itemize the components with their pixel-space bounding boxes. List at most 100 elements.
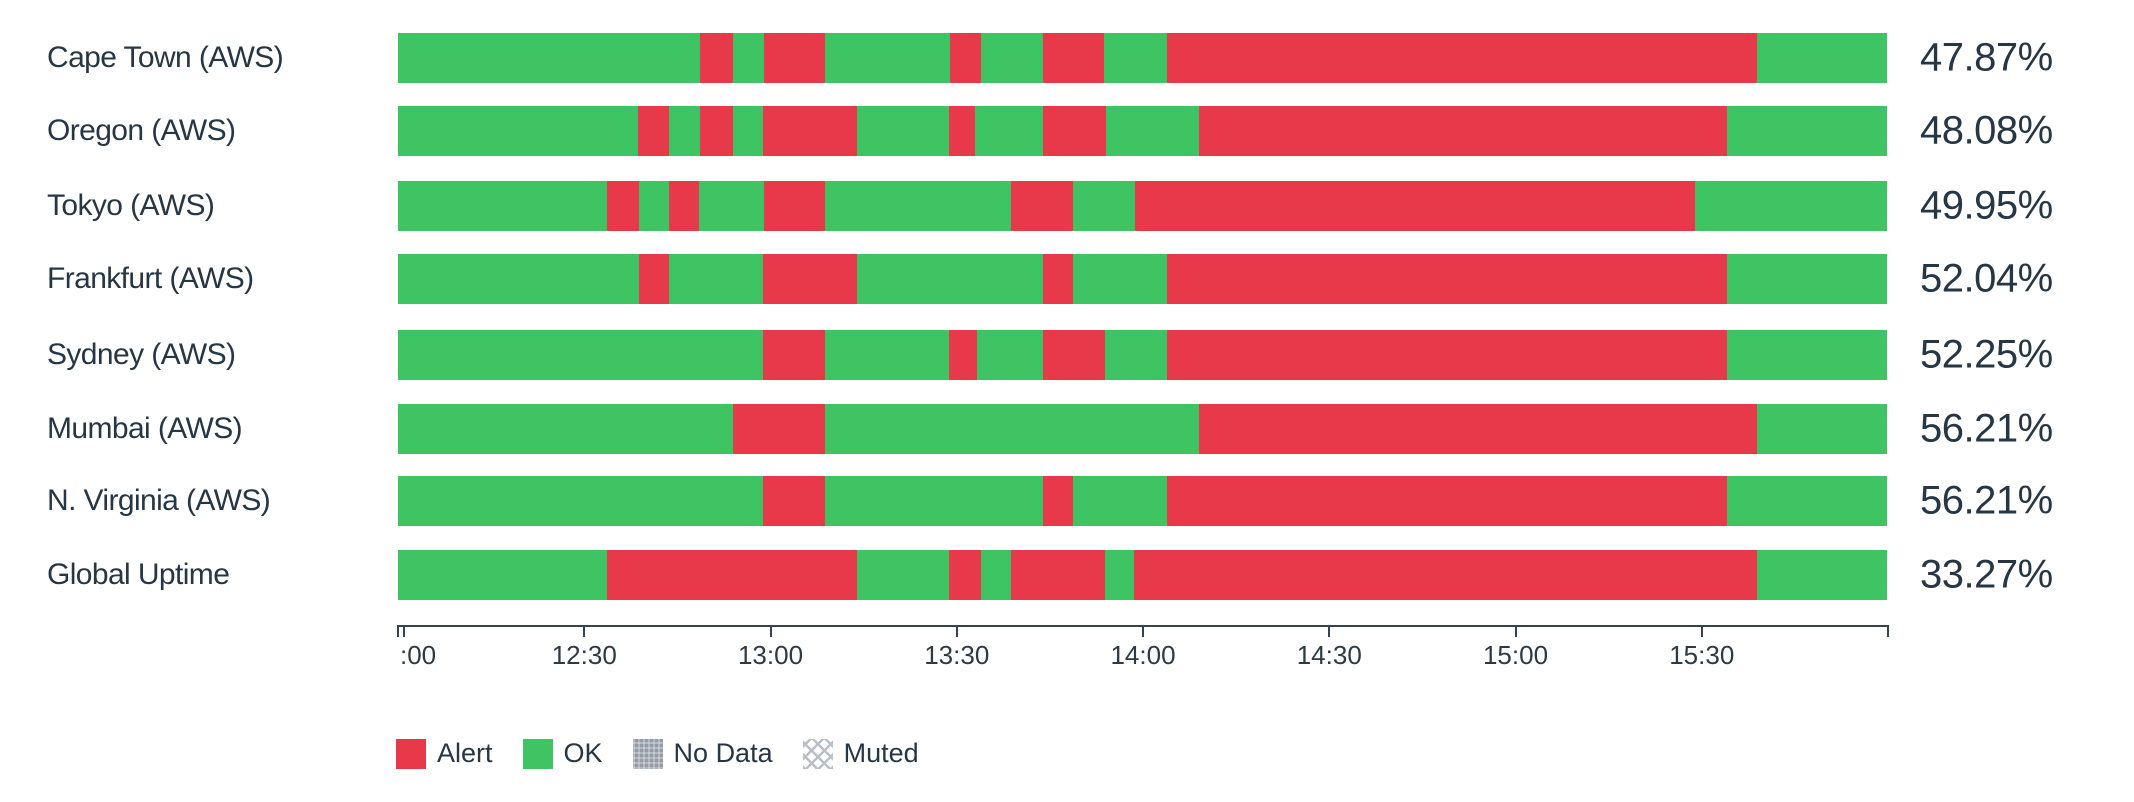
segment-ok bbox=[398, 330, 763, 380]
legend-swatch-muted bbox=[802, 738, 833, 769]
segment-alert bbox=[1010, 181, 1073, 231]
axis-tick bbox=[1514, 625, 1517, 637]
axis-tick-label: :00 bbox=[400, 640, 437, 670]
segment-alert bbox=[607, 181, 640, 231]
legend-swatch-alert bbox=[396, 738, 426, 769]
axis-tick-label: 12:30 bbox=[551, 640, 617, 670]
legend-item-alert[interactable]: Alert bbox=[396, 738, 493, 769]
segment-ok bbox=[668, 254, 763, 304]
segment-alert bbox=[948, 330, 977, 380]
segment-alert bbox=[668, 181, 699, 231]
row-label: Sydney (AWS) bbox=[47, 338, 236, 371]
row-label: Tokyo (AWS) bbox=[47, 189, 215, 222]
axis-tick-label: 14:00 bbox=[1110, 640, 1176, 670]
segment-alert bbox=[763, 33, 826, 83]
segment-ok bbox=[1726, 254, 1887, 304]
segment-alert bbox=[1042, 106, 1106, 156]
uptime-value: 56.21% bbox=[1920, 478, 2053, 523]
segment-alert bbox=[1166, 254, 1727, 304]
legend-item-no_data[interactable]: No Data bbox=[632, 738, 773, 769]
segment-ok bbox=[1072, 476, 1167, 526]
status-bar[interactable] bbox=[398, 330, 1887, 380]
chart-row: Cape Town (AWS) 47.87% bbox=[0, 33, 2134, 83]
segment-alert bbox=[1166, 476, 1727, 526]
legend-label: No Data bbox=[673, 738, 773, 768]
chart-row: Mumbai (AWS) 56.21% bbox=[0, 404, 2134, 454]
axis-tick bbox=[397, 625, 399, 637]
axis-tick bbox=[1328, 625, 1331, 637]
segment-ok bbox=[825, 33, 950, 83]
segment-ok bbox=[1103, 33, 1168, 83]
status-bar[interactable] bbox=[398, 404, 1887, 454]
row-label: Cape Town (AWS) bbox=[47, 41, 284, 74]
row-label: Mumbai (AWS) bbox=[47, 412, 243, 445]
segment-ok bbox=[1726, 476, 1887, 526]
segment-alert bbox=[638, 106, 669, 156]
segment-ok bbox=[856, 106, 949, 156]
status-bar[interactable] bbox=[398, 476, 1887, 526]
segment-alert bbox=[1133, 550, 1757, 600]
segment-ok bbox=[398, 404, 734, 454]
segment-alert bbox=[1134, 181, 1695, 231]
segment-ok bbox=[1756, 550, 1887, 600]
legend-item-muted[interactable]: Muted bbox=[802, 738, 919, 769]
axis-tick bbox=[769, 625, 772, 637]
segment-alert bbox=[762, 106, 857, 156]
segment-ok bbox=[398, 181, 608, 231]
status-bar[interactable] bbox=[398, 550, 1887, 600]
axis-tick-label: 14:30 bbox=[1296, 640, 1362, 670]
status-bar[interactable] bbox=[398, 254, 1887, 304]
legend-swatch-ok bbox=[522, 738, 553, 769]
segment-ok bbox=[1072, 181, 1135, 231]
status-bar[interactable] bbox=[398, 181, 1887, 231]
segment-alert bbox=[733, 404, 826, 454]
segment-ok bbox=[1104, 550, 1134, 600]
legend-swatch-no_data bbox=[632, 738, 663, 769]
segment-ok bbox=[1727, 106, 1887, 156]
segment-ok bbox=[1726, 330, 1887, 380]
segment-ok bbox=[976, 330, 1043, 380]
segment-ok bbox=[1072, 254, 1167, 304]
segment-alert bbox=[1043, 33, 1104, 83]
row-label: N. Virginia (AWS) bbox=[47, 484, 271, 517]
segment-alert bbox=[762, 476, 825, 526]
row-label: Oregon (AWS) bbox=[47, 114, 236, 147]
segment-alert bbox=[763, 181, 825, 231]
axis-tick-label: 15:30 bbox=[1669, 640, 1735, 670]
axis-tick bbox=[583, 625, 586, 637]
status-bar[interactable] bbox=[398, 106, 1887, 156]
legend-label: Muted bbox=[843, 738, 919, 768]
segment-alert bbox=[762, 254, 857, 304]
segment-ok bbox=[698, 181, 764, 231]
segment-ok bbox=[856, 254, 1043, 304]
segment-alert bbox=[607, 550, 858, 600]
segment-ok bbox=[857, 550, 950, 600]
chart-row: Tokyo (AWS) 49.95% bbox=[0, 181, 2134, 231]
segment-alert bbox=[949, 33, 981, 83]
chart-row: N. Virginia (AWS) 56.21% bbox=[0, 476, 2134, 526]
segment-ok bbox=[824, 476, 1043, 526]
segment-alert bbox=[699, 33, 734, 83]
row-label: Global Uptime bbox=[47, 558, 230, 591]
status-bar[interactable] bbox=[398, 33, 1887, 83]
segment-ok bbox=[1104, 330, 1167, 380]
legend-item-ok[interactable]: OK bbox=[522, 738, 603, 769]
uptime-value: 48.08% bbox=[1920, 108, 2053, 153]
segment-ok bbox=[825, 181, 1011, 231]
segment-ok bbox=[1694, 181, 1887, 231]
segment-ok bbox=[639, 181, 669, 231]
axis-tick bbox=[1887, 625, 1889, 637]
segment-alert bbox=[1042, 476, 1073, 526]
segment-alert bbox=[1199, 106, 1728, 156]
segment-ok bbox=[398, 106, 639, 156]
chart-row: Frankfurt (AWS) 52.04% bbox=[0, 254, 2134, 304]
chart-row: Global Uptime 33.27% bbox=[0, 550, 2134, 600]
uptime-value: 52.04% bbox=[1920, 256, 2053, 301]
segment-alert bbox=[762, 330, 825, 380]
segment-ok bbox=[398, 550, 608, 600]
segment-ok bbox=[974, 106, 1043, 156]
chart-row: Sydney (AWS) 52.25% bbox=[0, 330, 2134, 380]
row-label: Frankfurt (AWS) bbox=[47, 262, 254, 295]
uptime-value: 56.21% bbox=[1920, 406, 2053, 451]
uptime-value: 33.27% bbox=[1920, 552, 2053, 597]
